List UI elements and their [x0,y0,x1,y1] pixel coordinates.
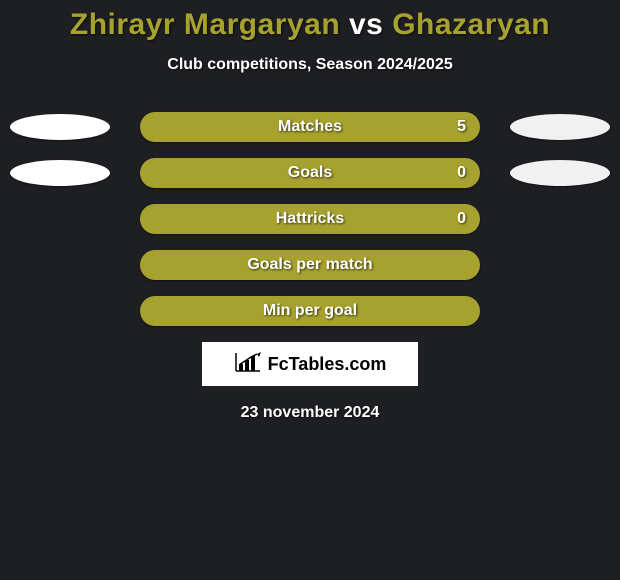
stat-bar: Hattricks0 [140,204,480,234]
left-ellipse [10,160,110,186]
stat-value: 0 [457,204,466,234]
right-ellipse [510,114,610,140]
logo-box: FcTables.com [202,342,418,386]
subtitle: Club competitions, Season 2024/2025 [0,56,620,74]
right-ellipse [510,160,610,186]
title-part: Ghazaryan [392,8,550,41]
stat-row: Min per goal [0,296,620,326]
bar-chart-icon [234,351,262,378]
date-text: 23 november 2024 [0,404,620,422]
comparison-title: Zhirayr Margaryan vs Ghazaryan [0,0,620,42]
stat-label: Matches [140,112,480,142]
stat-bar: Min per goal [140,296,480,326]
stat-bar: Goals0 [140,158,480,188]
stat-bar: Goals per match [140,250,480,280]
stat-row: Hattricks0 [0,204,620,234]
title-part: Zhirayr Margaryan [70,8,340,41]
stat-label: Goals per match [140,250,480,280]
logo-text: FcTables.com [268,354,387,375]
title-part: vs [340,8,392,41]
stat-row: Matches5 [0,112,620,142]
left-ellipse [10,114,110,140]
stat-label: Goals [140,158,480,188]
stat-value: 0 [457,158,466,188]
stat-row: Goals per match [0,250,620,280]
stat-label: Hattricks [140,204,480,234]
stat-label: Min per goal [140,296,480,326]
stat-bar: Matches5 [140,112,480,142]
stat-row: Goals0 [0,158,620,188]
stats-rows: Matches5Goals0Hattricks0Goals per matchM… [0,112,620,326]
stat-value: 5 [457,112,466,142]
